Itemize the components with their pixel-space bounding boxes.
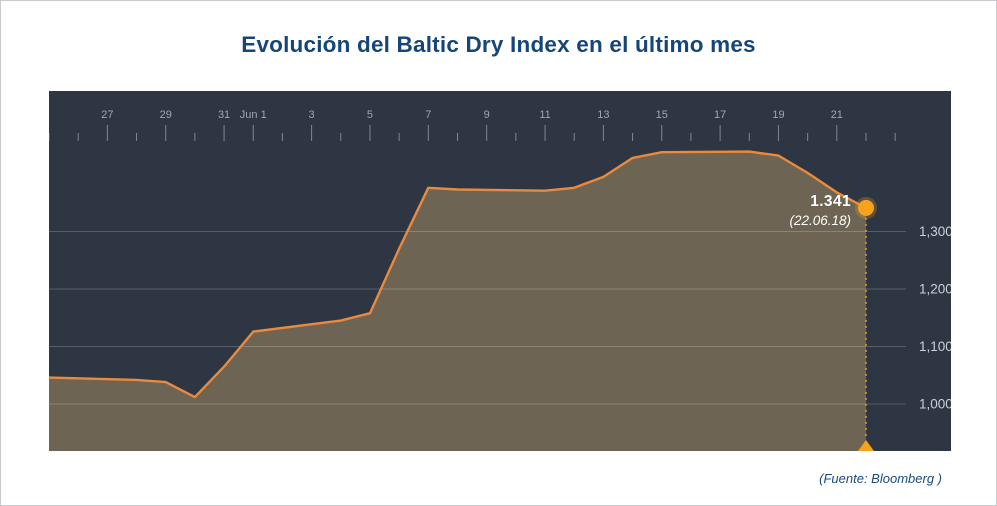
x-axis-label: 17: [714, 109, 726, 121]
source-note: (Fuente: Bloomberg ): [819, 471, 942, 486]
x-axis-label: 15: [656, 109, 668, 121]
y-axis-label: 1,200: [919, 282, 951, 297]
x-axis-label: Jun 1: [240, 109, 267, 121]
y-axis-label: 1,000: [919, 397, 951, 412]
cursor-triangle-icon: [858, 440, 874, 451]
x-axis-label: 19: [772, 109, 784, 121]
x-axis-label: 9: [484, 109, 490, 121]
y-axis-label: 1,100: [919, 339, 951, 354]
last-value-annotation: 1.341 (22.06.18): [789, 193, 851, 229]
y-axis-label: 1,300: [919, 224, 951, 239]
page-title: Evolución del Baltic Dry Index en el últ…: [241, 32, 756, 57]
area-fill: [49, 151, 866, 451]
x-axis-label: 21: [831, 109, 843, 121]
data-line: [49, 150, 868, 399]
chart-panel: 1,300 1,200 1,100 1,000 27 29 31 Jun 1 3 5 7 9 11 13 1…: [49, 91, 951, 451]
x-axis-label: 7: [425, 109, 431, 121]
end-marker: [858, 199, 874, 216]
x-axis-label: 31: [218, 109, 230, 121]
x-axis-label: 5: [367, 109, 373, 121]
x-axis-label: 27: [101, 109, 113, 121]
last-value-date: (22.06.18): [789, 213, 851, 229]
baltic-dry-index-chart: 1,300 1,200 1,100 1,000 27 29 31 Jun 1 3 5 7 9 11 13 1…: [49, 109, 951, 451]
x-axis-label: 13: [597, 109, 609, 121]
x-axis-label: 3: [309, 109, 315, 121]
last-value-label: 1.341: [810, 193, 851, 210]
x-axis-label: 11: [539, 109, 550, 121]
x-axis-label: 29: [160, 109, 172, 121]
